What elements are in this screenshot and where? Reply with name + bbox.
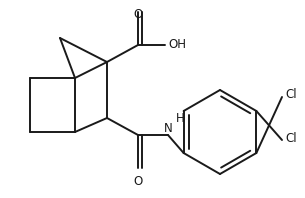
Text: H: H [176,111,185,125]
Text: OH: OH [168,38,186,51]
Text: O: O [133,175,143,188]
Text: O: O [133,8,143,21]
Text: Cl: Cl [285,89,297,102]
Text: N: N [163,122,172,134]
Text: Cl: Cl [285,131,297,145]
